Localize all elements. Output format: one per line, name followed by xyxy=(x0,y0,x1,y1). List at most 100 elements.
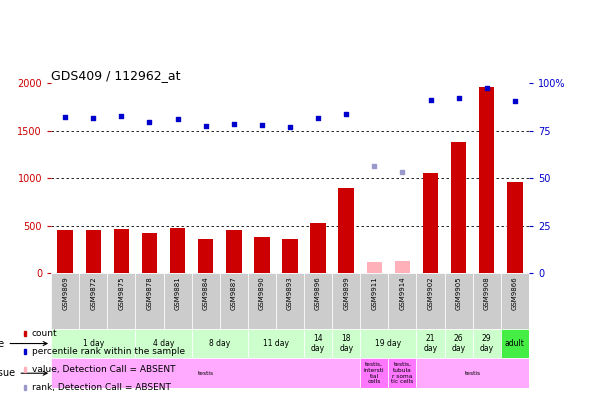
Bar xyxy=(51,329,135,358)
Bar xyxy=(501,273,529,329)
Bar xyxy=(388,358,416,388)
Bar xyxy=(445,273,472,329)
Bar xyxy=(416,329,445,358)
Bar xyxy=(472,329,501,358)
Bar xyxy=(388,273,416,329)
Bar xyxy=(108,273,135,329)
Text: testis,
tubula
r soma
tic cells: testis, tubula r soma tic cells xyxy=(391,362,413,385)
Text: GSM9884: GSM9884 xyxy=(203,276,209,310)
Bar xyxy=(338,188,354,273)
Bar xyxy=(85,230,101,273)
Text: 14
day: 14 day xyxy=(311,334,325,353)
Bar xyxy=(226,230,242,273)
Text: GSM9899: GSM9899 xyxy=(343,276,349,310)
Bar xyxy=(451,142,466,273)
Bar xyxy=(24,367,26,371)
Point xyxy=(313,115,323,122)
Text: 29
day: 29 day xyxy=(480,334,494,353)
Text: GSM9890: GSM9890 xyxy=(259,276,265,310)
Text: GSM9872: GSM9872 xyxy=(90,276,96,310)
Bar xyxy=(395,261,410,273)
Bar xyxy=(79,273,108,329)
Bar xyxy=(24,385,26,390)
Text: adult: adult xyxy=(505,339,525,348)
Point xyxy=(201,123,210,129)
Point xyxy=(60,114,70,120)
Bar xyxy=(135,329,192,358)
Point xyxy=(229,121,239,127)
Bar xyxy=(192,273,220,329)
Text: GDS409 / 112962_at: GDS409 / 112962_at xyxy=(51,69,180,82)
Bar xyxy=(282,239,297,273)
Text: GSM9887: GSM9887 xyxy=(231,276,237,310)
Bar xyxy=(163,273,192,329)
Bar xyxy=(360,358,388,388)
Point xyxy=(510,98,520,105)
Bar xyxy=(24,349,26,354)
Text: 11 day: 11 day xyxy=(263,339,289,348)
Text: 21
day: 21 day xyxy=(424,334,438,353)
Point xyxy=(117,113,126,120)
Bar xyxy=(445,329,472,358)
Text: GSM9908: GSM9908 xyxy=(484,276,490,310)
Text: age: age xyxy=(0,339,47,348)
Point xyxy=(172,116,182,122)
Bar xyxy=(304,329,332,358)
Point xyxy=(482,85,492,91)
Bar xyxy=(479,87,495,273)
Point xyxy=(426,97,435,103)
Bar xyxy=(472,273,501,329)
Text: GSM9893: GSM9893 xyxy=(287,276,293,310)
Text: GSM9869: GSM9869 xyxy=(62,276,68,310)
Bar xyxy=(416,273,445,329)
Text: 4 day: 4 day xyxy=(153,339,174,348)
Text: 8 day: 8 day xyxy=(209,339,230,348)
Bar xyxy=(416,358,529,388)
Point xyxy=(285,124,295,130)
Bar xyxy=(360,329,416,358)
Text: GSM9881: GSM9881 xyxy=(174,276,180,310)
Point xyxy=(341,110,351,117)
Text: GSM9878: GSM9878 xyxy=(147,276,153,310)
Bar xyxy=(24,331,26,336)
Text: rank, Detection Call = ABSENT: rank, Detection Call = ABSENT xyxy=(32,383,171,392)
Bar xyxy=(501,329,529,358)
Point xyxy=(88,115,98,122)
Bar xyxy=(51,273,79,329)
Bar xyxy=(276,273,304,329)
Bar xyxy=(332,273,360,329)
Text: 19 day: 19 day xyxy=(375,339,401,348)
Text: GSM9902: GSM9902 xyxy=(427,276,433,310)
Bar xyxy=(114,228,129,273)
Point xyxy=(454,95,463,101)
Text: GSM9911: GSM9911 xyxy=(371,276,377,310)
Text: GSM9896: GSM9896 xyxy=(315,276,321,310)
Text: tissue: tissue xyxy=(0,368,47,378)
Bar xyxy=(135,273,163,329)
Text: GSM9914: GSM9914 xyxy=(400,276,406,310)
Bar xyxy=(58,230,73,273)
Text: 26
day: 26 day xyxy=(451,334,466,353)
Bar xyxy=(220,273,248,329)
Bar xyxy=(304,273,332,329)
Text: 18
day: 18 day xyxy=(339,334,353,353)
Bar xyxy=(507,182,522,273)
Text: testis,
intersti
tial
cells: testis, intersti tial cells xyxy=(364,362,385,385)
Text: GSM9875: GSM9875 xyxy=(118,276,124,310)
Point xyxy=(145,119,154,125)
Bar xyxy=(248,329,304,358)
Text: testis: testis xyxy=(465,371,481,376)
Bar xyxy=(367,262,382,273)
Bar xyxy=(142,233,157,273)
Text: count: count xyxy=(32,329,57,338)
Text: value, Detection Call = ABSENT: value, Detection Call = ABSENT xyxy=(32,365,175,373)
Point xyxy=(398,168,407,175)
Text: GSM9905: GSM9905 xyxy=(456,276,462,310)
Text: testis: testis xyxy=(198,371,214,376)
Text: 1 day: 1 day xyxy=(82,339,104,348)
Bar xyxy=(248,273,276,329)
Point xyxy=(257,122,267,128)
Bar xyxy=(170,228,185,273)
Text: percentile rank within the sample: percentile rank within the sample xyxy=(32,346,185,356)
Bar xyxy=(51,358,360,388)
